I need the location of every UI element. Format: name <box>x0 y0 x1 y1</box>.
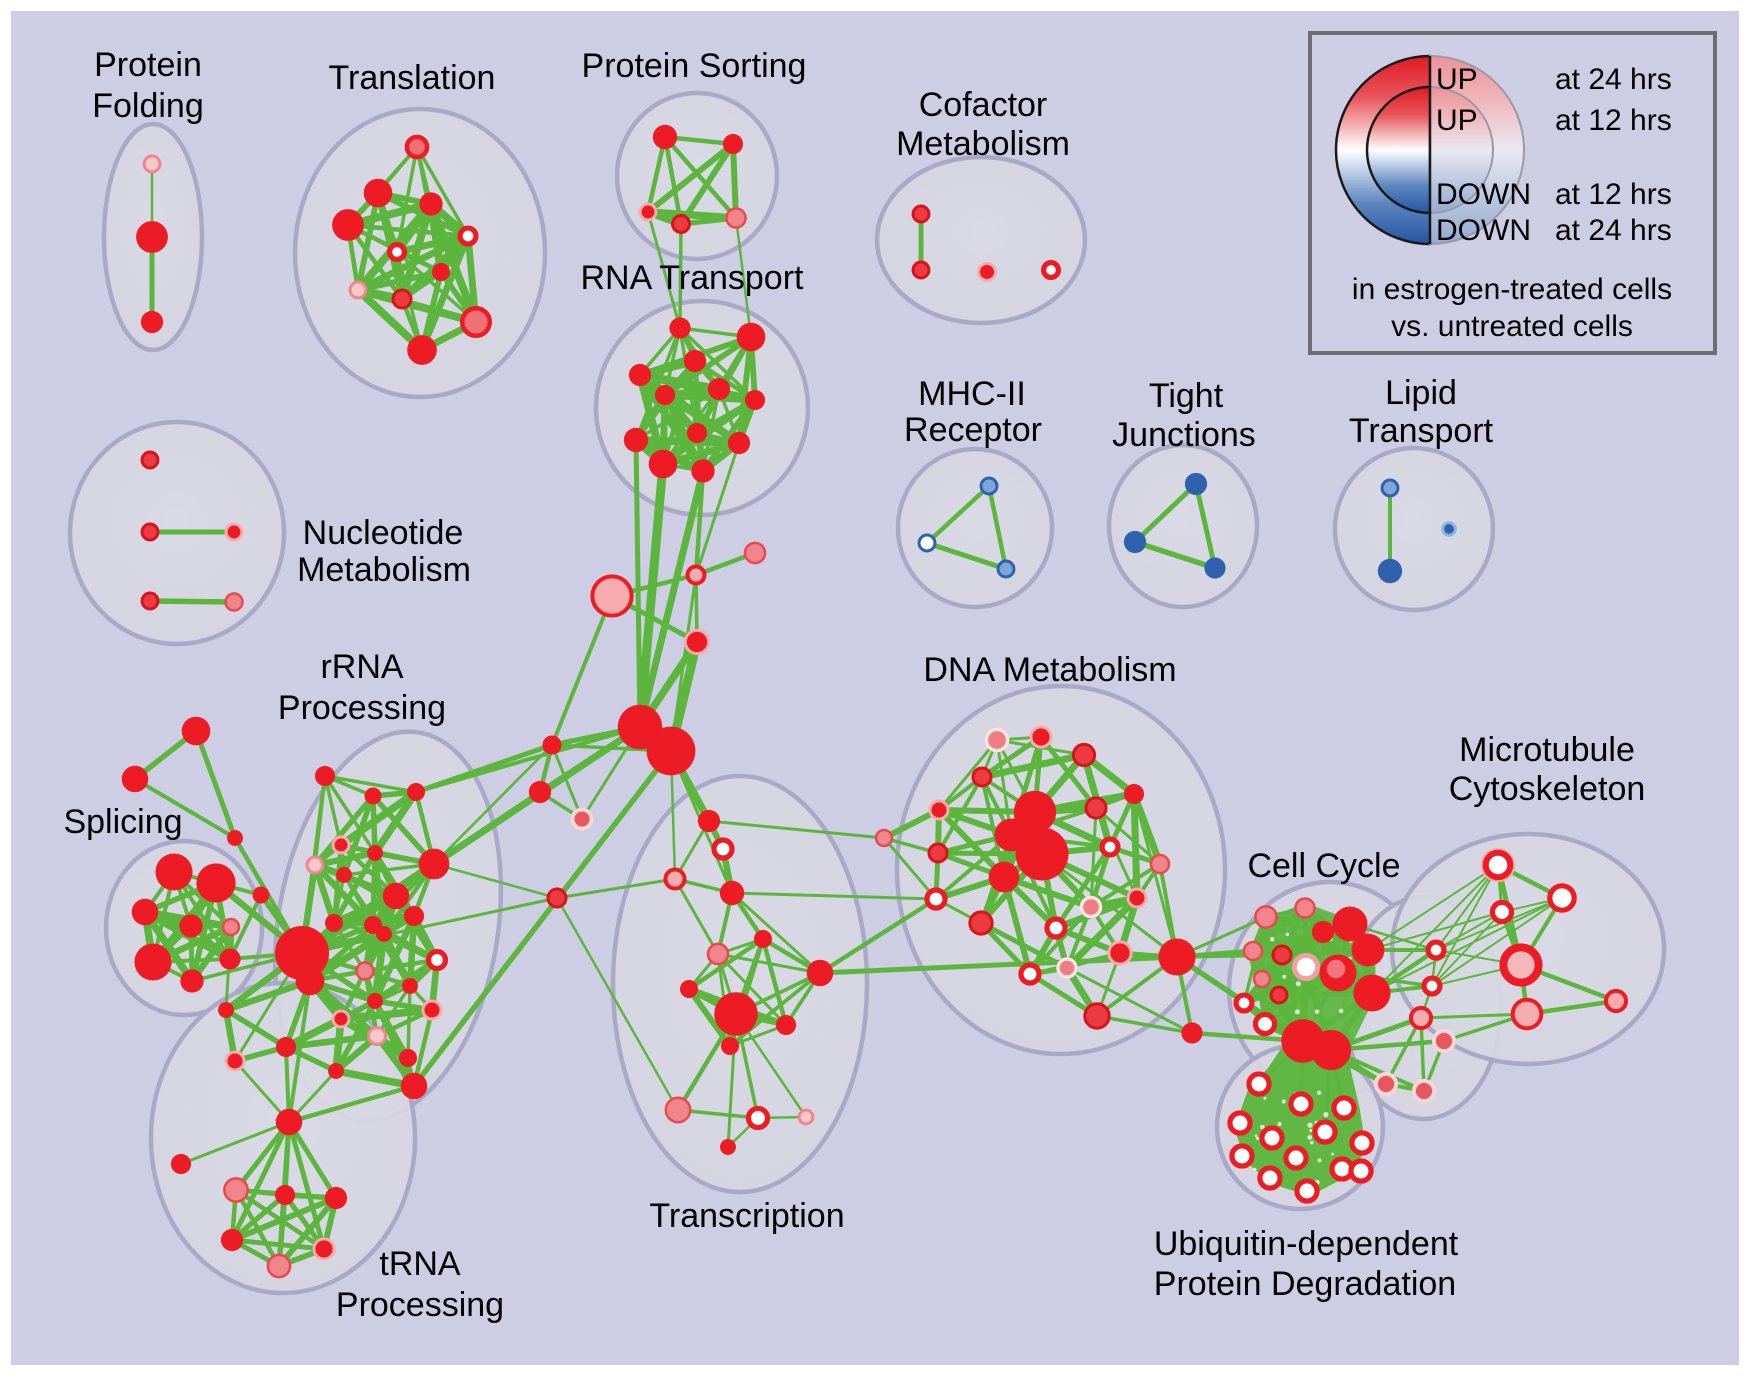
svg-text:Receptor: Receptor <box>904 411 1042 449</box>
svg-text:RNA Transport: RNA Transport <box>581 259 805 297</box>
svg-text:Protein Sorting: Protein Sorting <box>582 47 807 85</box>
svg-text:Metabolism: Metabolism <box>896 125 1070 163</box>
svg-text:at 12 hrs: at 12 hrs <box>1555 178 1672 211</box>
svg-text:MHC-II: MHC-II <box>918 375 1026 413</box>
svg-text:at 24 hrs: at 24 hrs <box>1555 214 1672 247</box>
svg-text:in estrogen-treated cells: in estrogen-treated cells <box>1352 273 1672 306</box>
svg-text:Cell Cycle: Cell Cycle <box>1247 847 1400 885</box>
svg-text:Folding: Folding <box>92 87 204 125</box>
svg-text:Translation: Translation <box>329 59 496 97</box>
svg-text:DNA Metabolism: DNA Metabolism <box>923 651 1176 689</box>
svg-text:Nucleotide: Nucleotide <box>303 514 464 552</box>
svg-text:Lipid: Lipid <box>1385 374 1457 412</box>
svg-text:Splicing: Splicing <box>63 803 182 841</box>
svg-text:at 24 hrs: at 24 hrs <box>1555 63 1672 96</box>
svg-text:Protein: Protein <box>94 46 202 84</box>
svg-text:Microtubule: Microtubule <box>1459 731 1635 769</box>
svg-text:UP: UP <box>1436 104 1478 137</box>
svg-text:rRNA: rRNA <box>320 648 403 686</box>
svg-text:UP: UP <box>1436 63 1478 96</box>
svg-text:Processing: Processing <box>278 689 446 727</box>
svg-text:Tight: Tight <box>1149 377 1224 415</box>
svg-text:Cofactor: Cofactor <box>919 86 1048 124</box>
svg-text:DOWN: DOWN <box>1436 214 1531 247</box>
svg-text:Protein Degradation: Protein Degradation <box>1154 1265 1456 1303</box>
svg-text:Junctions: Junctions <box>1112 416 1256 454</box>
svg-text:Ubiquitin-dependent: Ubiquitin-dependent <box>1154 1225 1459 1263</box>
svg-text:at 12 hrs: at 12 hrs <box>1555 104 1672 137</box>
svg-text:tRNA: tRNA <box>379 1245 461 1283</box>
svg-text:Metabolism: Metabolism <box>297 551 471 589</box>
svg-text:Transport: Transport <box>1349 412 1494 450</box>
svg-text:DOWN: DOWN <box>1436 178 1531 211</box>
svg-text:Transcription: Transcription <box>649 1197 844 1235</box>
svg-text:Processing: Processing <box>336 1286 504 1324</box>
svg-text:Cytoskeleton: Cytoskeleton <box>1449 770 1646 808</box>
svg-text:vs. untreated cells: vs. untreated cells <box>1391 310 1633 343</box>
